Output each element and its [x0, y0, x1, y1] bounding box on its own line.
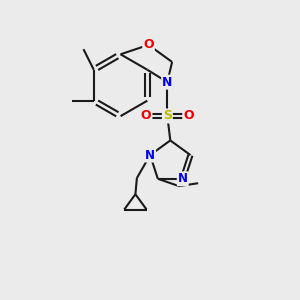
Text: O: O	[183, 110, 194, 122]
Text: O: O	[141, 110, 152, 122]
Text: N: N	[162, 76, 172, 88]
Text: O: O	[143, 38, 154, 51]
Text: S: S	[163, 110, 172, 122]
Text: N: N	[178, 172, 188, 185]
Text: N: N	[145, 148, 155, 162]
